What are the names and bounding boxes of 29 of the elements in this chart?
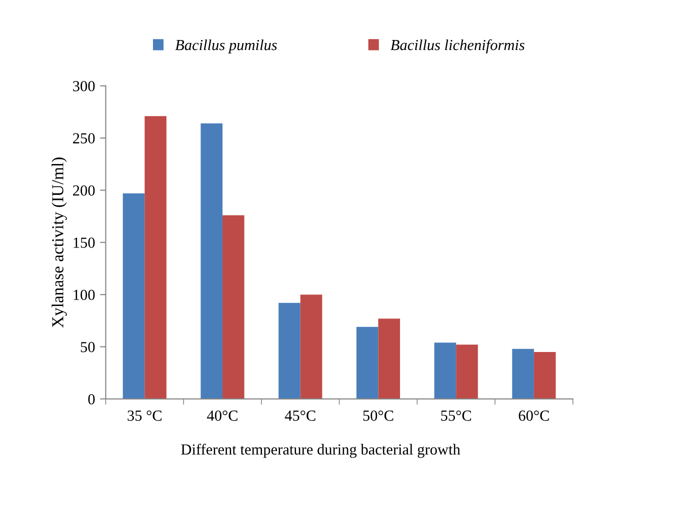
- bar: [222, 215, 244, 399]
- y-tick-label: 200: [73, 185, 95, 196]
- bar: [300, 294, 322, 399]
- x-tick-label: 40°C: [207, 410, 238, 421]
- y-tick-label: 300: [73, 80, 95, 92]
- x-axis-title: Different temperature during bacterial growth: [181, 444, 460, 458]
- x-tick-label: 45°C: [284, 410, 316, 421]
- bar: [356, 326, 378, 399]
- bar: [278, 302, 300, 399]
- y-axis-title: Xylanase activity (IU/ml): [52, 158, 67, 328]
- y-tick-label: 100: [74, 290, 95, 300]
- y-tick-label: 50: [80, 342, 95, 352]
- legend-label: Bacillus pumilus: [175, 39, 277, 54]
- bar: [144, 116, 166, 399]
- legend-label: Bacillus licheniformis: [390, 39, 524, 54]
- bar: [512, 348, 534, 399]
- y-tick-label: 0: [88, 394, 95, 404]
- y-tick-label: 250: [73, 133, 95, 144]
- x-tick-label: 35 °C: [128, 410, 162, 421]
- x-tick-label: 50°C: [363, 410, 394, 421]
- bar: [434, 342, 456, 399]
- bar: [456, 344, 478, 399]
- y-tick-label: 150: [74, 238, 95, 248]
- x-tick-label: 55°C: [441, 410, 472, 421]
- bar: [378, 318, 400, 399]
- bar: [534, 352, 556, 399]
- x-tick-label: 60°C: [518, 410, 549, 421]
- bar: [200, 123, 222, 399]
- bar: [122, 193, 145, 399]
